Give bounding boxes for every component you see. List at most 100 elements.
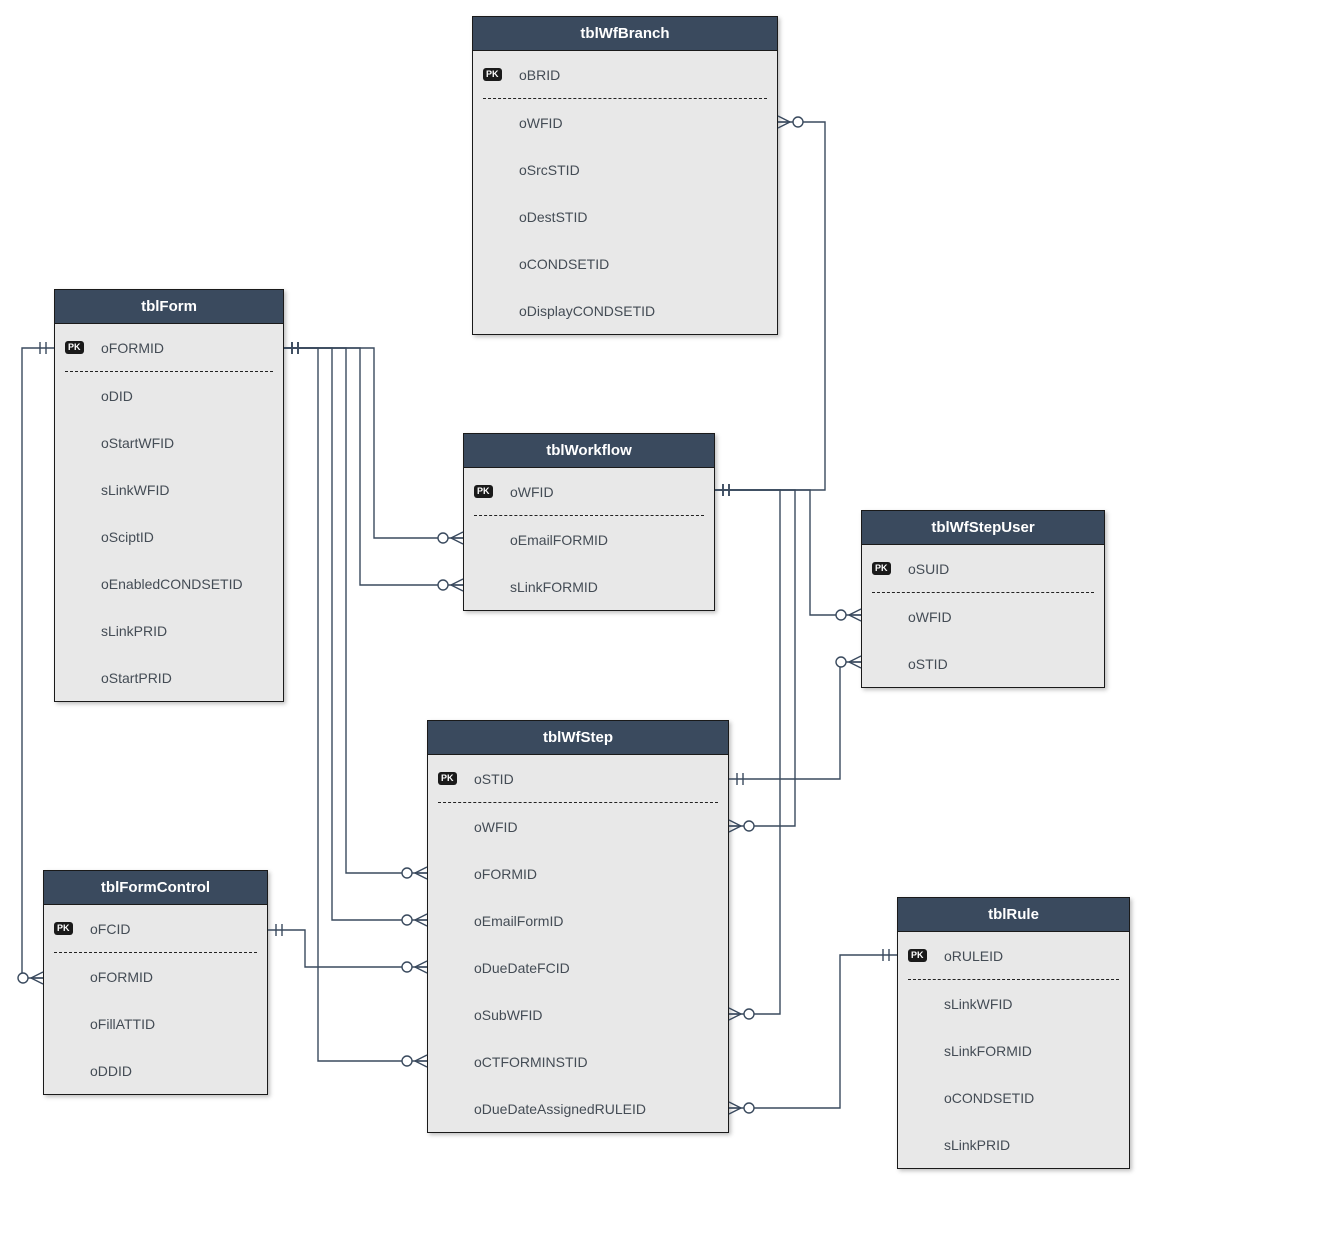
field-name: oBRID <box>511 67 767 83</box>
field-name: oStartWFID <box>93 435 273 451</box>
entity-tblForm: tblFormPKoFORMIDoDIDoStartWFIDsLinkWFIDo… <box>54 289 284 702</box>
field-row: oEmailFORMID <box>464 516 714 563</box>
entity-title: tblRule <box>898 898 1129 932</box>
field-row: oCTFORMINSTID <box>428 1038 728 1085</box>
field-name: oWFID <box>502 484 704 500</box>
entity-tblWfBranch: tblWfBranch PK oBRID oWFID oSrcSTID oDestSTID… <box>472 16 778 335</box>
field-name: oDestSTID <box>511 209 767 225</box>
field-row: PK oFORMID <box>55 324 283 371</box>
field-name: oCONDSETID <box>511 256 767 272</box>
field-name: sLinkPRID <box>93 623 273 639</box>
field-row: oSubWFID <box>428 991 728 1038</box>
pk-badge: PK <box>483 68 502 81</box>
entity-tblWfStep: tblWfStep PK oSTID oWFID oFORMID oEmailFormID… <box>427 720 729 1133</box>
field-name: oFORMID <box>466 866 718 882</box>
field-row: sLinkWFID <box>55 466 283 513</box>
pk-col: PK <box>483 68 511 81</box>
field-name: oEmailFORMID <box>502 532 704 548</box>
field-row: oDID <box>55 372 283 419</box>
field-row: oEmailFormID <box>428 897 728 944</box>
field-row: oDDID <box>44 1047 267 1094</box>
field-name: oCONDSETID <box>936 1090 1119 1106</box>
field-name: oDDID <box>82 1063 257 1079</box>
field-row: PK oSTID <box>428 755 728 802</box>
entity-tblRule: tblRule PK oRULEID sLinkWFID sLinkFORMID oCON… <box>897 897 1130 1169</box>
entity-title: tblFormControl <box>44 871 267 905</box>
field-name: sLinkFORMID <box>502 579 704 595</box>
pk-col: PK <box>872 562 900 575</box>
field-row: PK oRULEID <box>898 932 1129 979</box>
pk-badge: PK <box>872 562 891 575</box>
field-name: oCTFORMINSTID <box>466 1054 718 1070</box>
field-name: sLinkWFID <box>936 996 1119 1012</box>
field-row: sLinkFORMID <box>464 563 714 610</box>
field-row: sLinkPRID <box>898 1121 1129 1168</box>
field-name: oDisplayCONDSETID <box>511 303 767 319</box>
field-row: PK oSUID <box>862 545 1104 592</box>
field-row: oWFID <box>473 99 777 146</box>
field-row: PKoFCID <box>44 905 267 952</box>
field-row: sLinkPRID <box>55 607 283 654</box>
field-row: sLinkWFID <box>898 980 1129 1027</box>
field-row: oDueDateAssignedRULEID <box>428 1085 728 1132</box>
field-name: oWFID <box>900 609 1094 625</box>
field-row: PK oWFID <box>464 468 714 515</box>
field-name: oWFID <box>511 115 767 131</box>
field-name: oRULEID <box>936 948 1119 964</box>
field-name: oEmailFormID <box>466 913 718 929</box>
field-name: sLinkFORMID <box>936 1043 1119 1059</box>
pk-badge: PK <box>908 949 927 962</box>
pk-badge: PK <box>65 341 84 354</box>
field-row: sLinkFORMID <box>898 1027 1129 1074</box>
field-name: oFORMID <box>93 340 273 356</box>
entity-tblWfStepUser: tblWfStepUser PK oSUID oWFID oSTID <box>861 510 1105 688</box>
pk-col: PK <box>65 341 93 354</box>
field-row: oDestSTID <box>473 193 777 240</box>
entity-tblWorkflow: tblWorkflow PK oWFID oEmailFORMID sLinkFORMI… <box>463 433 715 611</box>
pk-col: PK <box>54 922 82 935</box>
field-row: oFORMID <box>44 953 267 1000</box>
entity-title: tblWfBranch <box>473 17 777 51</box>
field-row: oStartWFID <box>55 419 283 466</box>
field-name: oSTID <box>466 771 718 787</box>
entity-tblFormControl: tblFormControlPKoFCIDoFORMIDoFillATTIDoD… <box>43 870 268 1095</box>
field-row: oSciptID <box>55 513 283 560</box>
field-row: PK oBRID <box>473 51 777 98</box>
field-row: oCONDSETID <box>898 1074 1129 1121</box>
pk-badge: PK <box>474 485 493 498</box>
pk-col: PK <box>474 485 502 498</box>
field-name: oDueDateFCID <box>466 960 718 976</box>
field-name: oFillATTID <box>82 1016 257 1032</box>
field-row: oStartPRID <box>55 654 283 701</box>
pk-col: PK <box>438 772 466 785</box>
field-row: oSrcSTID <box>473 146 777 193</box>
entity-title: tblWfStepUser <box>862 511 1104 545</box>
field-name: oDID <box>93 388 273 404</box>
field-name: oSciptID <box>93 529 273 545</box>
field-name: oSubWFID <box>466 1007 718 1023</box>
field-name: oWFID <box>466 819 718 835</box>
entity-title: tblWorkflow <box>464 434 714 468</box>
field-row: oFORMID <box>428 850 728 897</box>
pk-col: PK <box>908 949 936 962</box>
field-row: oFillATTID <box>44 1000 267 1047</box>
field-name: oSTID <box>900 656 1094 672</box>
field-row: oSTID <box>862 640 1104 687</box>
field-name: sLinkPRID <box>936 1137 1119 1153</box>
field-row: oDisplayCONDSETID <box>473 287 777 334</box>
field-name: oSUID <box>900 561 1094 577</box>
field-name: oDueDateAssignedRULEID <box>466 1101 718 1117</box>
field-row: oCONDSETID <box>473 240 777 287</box>
field-name: oFORMID <box>82 969 257 985</box>
field-name: oSrcSTID <box>511 162 767 178</box>
entity-title: tblWfStep <box>428 721 728 755</box>
er-diagram: tblWfBranch PK oBRID oWFID oSrcSTID oDestSTID… <box>0 0 1339 1247</box>
pk-badge: PK <box>438 772 457 785</box>
field-row: oWFID <box>428 803 728 850</box>
field-name: oStartPRID <box>93 670 273 686</box>
field-row: oDueDateFCID <box>428 944 728 991</box>
field-name: oFCID <box>82 921 257 937</box>
field-name: sLinkWFID <box>93 482 273 498</box>
field-row: oWFID <box>862 593 1104 640</box>
field-row: oEnabledCONDSETID <box>55 560 283 607</box>
